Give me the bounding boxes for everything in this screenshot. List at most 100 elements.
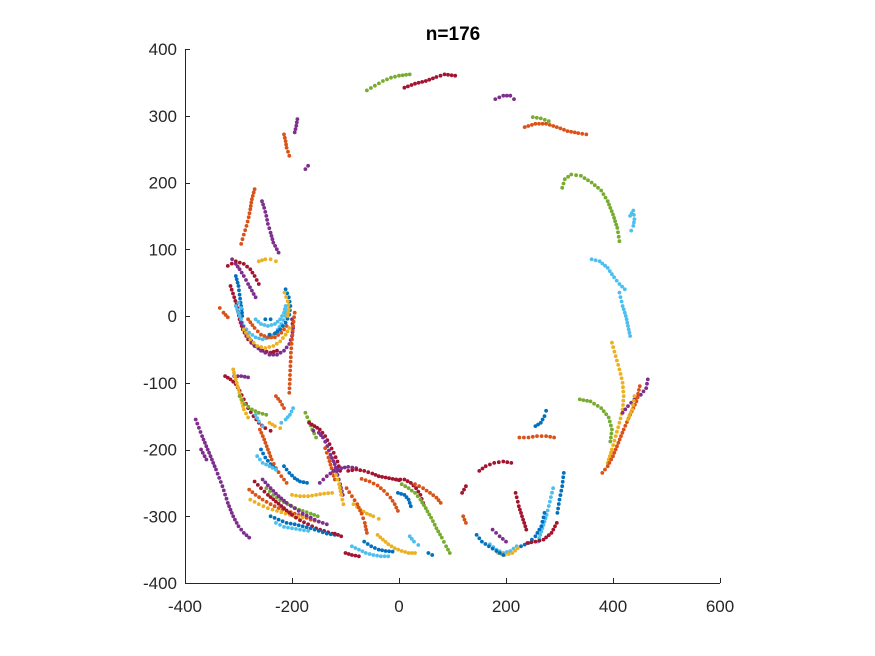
data-point — [271, 489, 276, 493]
data-point — [287, 390, 292, 395]
data-point — [266, 324, 270, 328]
data-point — [537, 527, 542, 532]
data-point — [326, 455, 331, 460]
data-point — [273, 322, 277, 326]
data-point — [434, 495, 439, 500]
data-point — [282, 307, 287, 312]
data-point — [423, 506, 428, 511]
data-point — [195, 421, 200, 426]
data-point — [193, 417, 198, 422]
data-point — [409, 537, 414, 541]
data-point — [490, 527, 495, 532]
data-point — [267, 450, 272, 455]
data-point — [251, 292, 256, 296]
data-point — [548, 499, 552, 504]
y-tick-label: 400 — [149, 40, 177, 59]
data-point — [335, 459, 340, 464]
data-point — [241, 531, 246, 535]
y-tick-label: 300 — [149, 107, 177, 126]
trajectory — [303, 163, 310, 172]
data-point — [240, 398, 245, 402]
data-point — [253, 409, 258, 413]
data-point — [536, 422, 540, 427]
data-point — [237, 394, 242, 398]
data-point — [631, 224, 636, 228]
data-point — [279, 496, 284, 501]
data-point — [282, 406, 286, 410]
data-point — [551, 124, 556, 128]
data-point — [210, 457, 214, 462]
data-point — [574, 173, 578, 178]
data-point — [284, 145, 289, 150]
data-point — [263, 317, 268, 322]
data-point — [497, 534, 502, 539]
data-point — [278, 339, 283, 344]
y-tick-label: 100 — [149, 240, 177, 259]
data-point — [496, 460, 501, 465]
data-point — [255, 416, 260, 420]
data-point — [413, 491, 417, 495]
trajectory — [292, 117, 300, 135]
data-point — [615, 444, 619, 449]
data-point — [330, 456, 334, 460]
data-point — [236, 387, 241, 392]
data-point — [280, 402, 284, 407]
data-point — [628, 334, 632, 338]
data-point — [255, 483, 260, 487]
data-point — [197, 425, 201, 430]
data-point — [308, 511, 313, 516]
data-point — [383, 475, 388, 480]
data-point — [335, 477, 340, 482]
data-point — [562, 177, 567, 182]
data-point — [544, 121, 548, 126]
data-point — [282, 525, 286, 529]
data-point — [615, 226, 620, 230]
data-point — [239, 270, 244, 275]
data-point — [232, 370, 236, 375]
data-point — [259, 348, 263, 353]
data-point — [626, 327, 631, 332]
data-point — [612, 438, 617, 443]
data-point — [306, 163, 310, 168]
data-point — [269, 457, 274, 462]
data-point — [332, 477, 337, 482]
data-point — [605, 266, 610, 270]
data-point — [612, 216, 616, 220]
data-point — [534, 115, 539, 120]
trajectory — [256, 257, 278, 264]
data-point — [233, 274, 238, 278]
data-point — [298, 494, 302, 499]
data-point — [407, 534, 412, 539]
data-point — [276, 250, 281, 255]
trajectory — [282, 132, 292, 158]
data-point — [267, 226, 272, 231]
data-point — [235, 264, 240, 269]
data-point — [288, 377, 292, 382]
data-point — [359, 511, 364, 516]
data-point — [621, 307, 626, 312]
data-point — [283, 417, 288, 422]
data-point — [300, 511, 305, 516]
data-point — [337, 482, 341, 487]
data-point — [618, 416, 623, 421]
trajectory — [323, 446, 337, 482]
data-point — [268, 486, 273, 491]
data-point — [559, 488, 564, 493]
data-point — [549, 495, 553, 499]
data-point — [617, 290, 622, 295]
data-point — [426, 551, 431, 555]
data-point — [260, 461, 265, 465]
data-point — [385, 77, 389, 82]
data-point — [233, 374, 237, 378]
data-point — [200, 434, 205, 438]
data-point — [611, 443, 616, 447]
data-point — [530, 115, 535, 119]
data-point — [228, 377, 233, 382]
data-point — [355, 502, 360, 507]
data-point — [260, 424, 265, 428]
data-point — [561, 471, 566, 475]
data-point — [252, 479, 257, 484]
data-point — [529, 540, 534, 545]
data-point — [289, 341, 294, 346]
data-point — [556, 506, 560, 511]
